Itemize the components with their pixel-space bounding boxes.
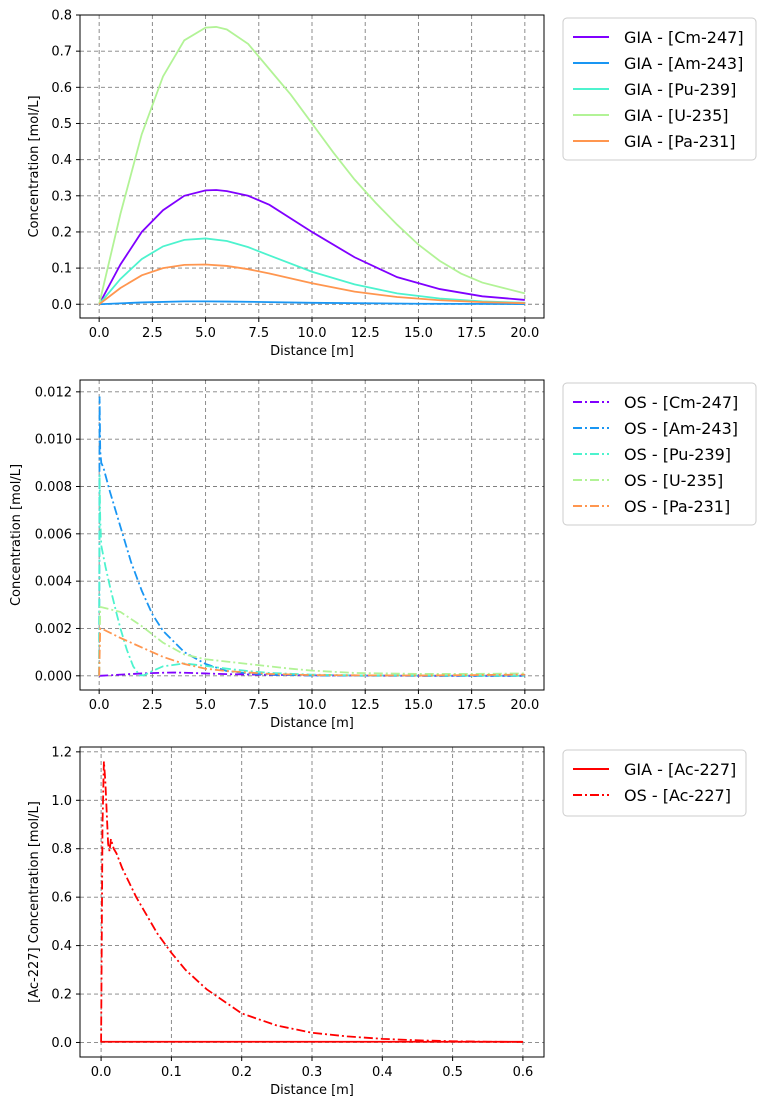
y-tick-label: 0.8 [51, 842, 72, 857]
x-tick-label: 20.0 [510, 698, 539, 713]
x-tick-label: 17.5 [457, 698, 486, 713]
x-tick-label: 10.0 [298, 698, 327, 713]
x-axis-label: Distance [m] [270, 716, 354, 731]
x-tick-label: 0.6 [513, 1065, 534, 1080]
x-tick-label: 7.5 [248, 698, 269, 713]
x-tick-label: 20.0 [510, 326, 539, 341]
legend-label: OS - [U-235] [624, 471, 723, 490]
x-tick-label: 2.5 [142, 326, 163, 341]
x-tick-label: 7.5 [248, 326, 269, 341]
x-tick-label: 15.0 [404, 326, 433, 341]
x-axis-label: Distance [m] [270, 344, 354, 359]
legend-label: GIA - [U-235] [624, 106, 729, 125]
y-tick-label: 1.2 [51, 745, 72, 760]
y-tick-label: 0.8 [51, 9, 72, 24]
chart-2: 0.0 2.5 5.0 7.5 10.0 12.5 15.0 17.5 20.0 0.000 0.0… [9, 379, 757, 731]
legend-label: GIA - [Pa-231] [624, 132, 736, 151]
legend: GIA - [Ac-227] OS - [Ac-227] [562, 749, 747, 817]
y-tick-label: 0.1 [51, 262, 72, 277]
x-axis-label: Distance [m] [270, 1083, 354, 1098]
series-line-os-ac-227 [100, 761, 523, 1043]
legend-label: GIA - [Cm-247] [624, 28, 744, 47]
y-axis-label: Concentration [mol/L] [9, 464, 24, 606]
y-tick-label: 0.5 [51, 117, 72, 132]
legend-label: OS - [Pu-239] [624, 445, 731, 464]
y-axis-label: Concentration [mol/L] [27, 95, 42, 237]
y-tick-label: 0.012 [35, 385, 72, 400]
x-tick-label: 0.0 [91, 1065, 112, 1080]
x-tick-label: 0.1 [161, 1065, 182, 1080]
series-line-os-am-243 [98, 396, 525, 677]
y-tick-label: 0.006 [35, 527, 72, 542]
y-tick-label: 1.0 [51, 794, 72, 809]
series-line-gia-pa-231 [98, 263, 525, 305]
legend-label: GIA - [Am-243] [624, 54, 743, 73]
y-tick-label: 0.2 [51, 988, 72, 1003]
y-tick-label: 0.7 [51, 45, 72, 60]
x-tick-label: 12.5 [351, 326, 380, 341]
x-tick-label: 0.4 [372, 1065, 393, 1080]
legend-box [562, 382, 757, 526]
x-tick-label: 2.5 [142, 698, 163, 713]
legend-label: OS - [Ac-227] [624, 786, 731, 805]
series-line-gia-pu-239 [98, 237, 525, 305]
legend-label: GIA - [Ac-227] [624, 760, 736, 779]
chart-3: 0.0 0.1 0.2 0.3 0.4 0.5 0.6 0.0 0.2 0.4 0.6 0.8 1.0 1… [27, 745, 747, 1098]
x-tick-label: 0.2 [231, 1065, 252, 1080]
y-tick-label: 0.4 [51, 153, 72, 168]
legend: GIA - [Cm-247] GIA - [Am-243] GIA - [Pu-23… [562, 17, 757, 161]
x-tick-label: 12.5 [351, 698, 380, 713]
x-tick-label: 0.5 [442, 1065, 463, 1080]
series-line-gia-am-243 [99, 300, 525, 306]
series-line-os-pa-231 [98, 627, 525, 677]
y-axis-label: [Ac-227] Concentration [mol/L] [27, 801, 42, 1003]
legend-label: OS - [Am-243] [624, 419, 738, 438]
y-tick-label: 0.0 [51, 1036, 72, 1051]
x-tick-label: 5.0 [195, 698, 216, 713]
legend-box [562, 749, 747, 817]
x-tick-label: 17.5 [457, 326, 486, 341]
y-tick-label: 0.6 [51, 891, 72, 906]
x-tick-label: 5.0 [195, 326, 216, 341]
legend-label: OS - [Pa-231] [624, 497, 730, 516]
series-line-os-pu-239 [98, 474, 525, 677]
legend-label: OS - [Cm-247] [624, 393, 738, 412]
series-line-gia-u-235 [98, 26, 526, 305]
legend-label: GIA - [Pu-239] [624, 80, 736, 99]
legend-box [562, 17, 757, 161]
y-tick-label: 0.010 [35, 433, 72, 448]
series-line-os-u-235 [98, 606, 525, 676]
series-line-gia-cm-247 [98, 189, 525, 305]
x-tick-label: 15.0 [404, 698, 433, 713]
y-tick-label: 0.004 [35, 575, 72, 590]
y-tick-label: 0.4 [51, 939, 72, 954]
y-tick-label: 0.008 [35, 480, 72, 495]
y-tick-label: 0.6 [51, 81, 72, 96]
x-tick-label: 0.0 [89, 326, 110, 341]
legend: OS - [Cm-247] OS - [Am-243] OS - [Pu-239] O… [562, 382, 757, 526]
x-tick-label: 0.0 [89, 698, 110, 713]
chart-1: 0.0 2.5 5.0 7.5 10.0 12.5 15.0 17.5 20.0 0.0 0.1 0.… [27, 9, 757, 359]
x-tick-label: 0.3 [302, 1065, 323, 1080]
series-line-os-cm-247 [99, 671, 525, 677]
x-tick-label: 10.0 [298, 326, 327, 341]
y-tick-label: 0.002 [35, 622, 72, 637]
y-tick-label: 0.2 [51, 225, 72, 240]
y-tick-label: 0.000 [35, 669, 72, 684]
y-tick-label: 0.0 [51, 298, 72, 313]
y-tick-label: 0.3 [51, 189, 72, 204]
